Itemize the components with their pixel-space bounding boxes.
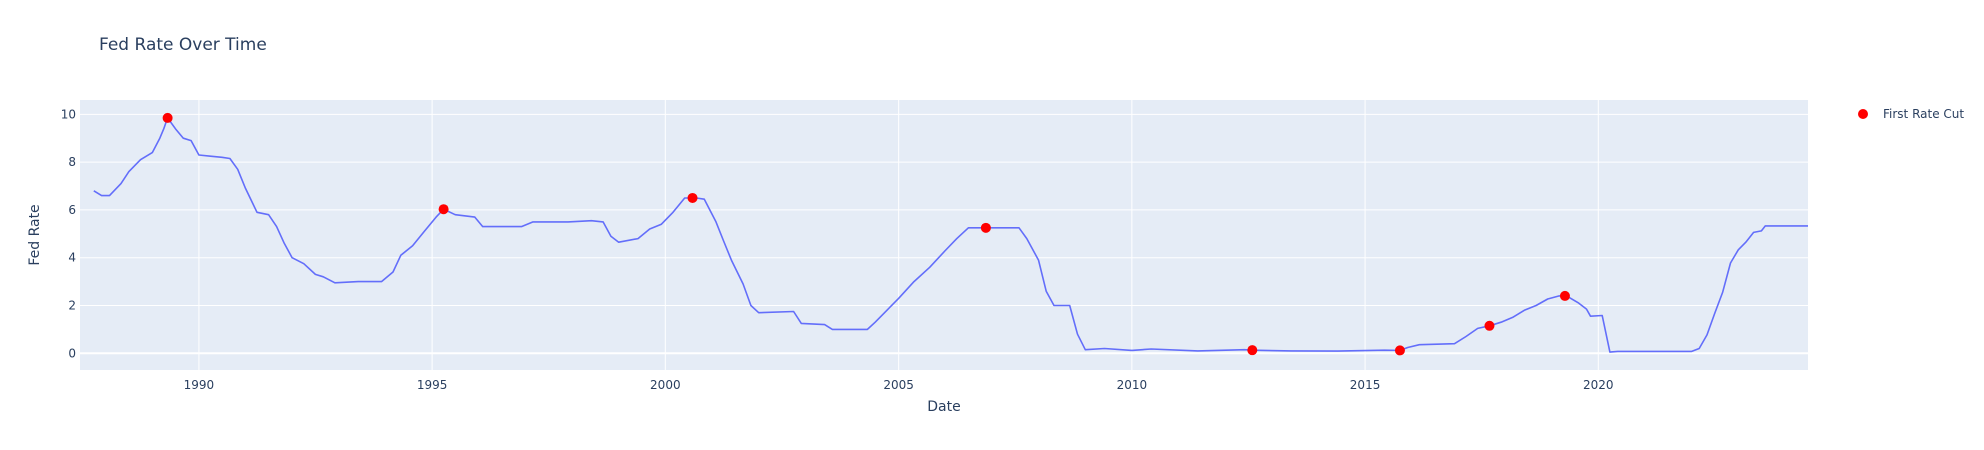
y-tick-label: 8: [68, 155, 76, 169]
y-tick-label: 4: [68, 251, 76, 265]
plot-area: [80, 100, 1808, 370]
x-tick-label: 1995: [417, 378, 448, 392]
y-tick-label: 6: [68, 203, 76, 217]
legend-label-first-rate-cut: First Rate Cut: [1883, 107, 1964, 121]
x-tick-label: 2015: [1350, 378, 1381, 392]
x-tick-label: 2000: [650, 378, 681, 392]
y-tick-label: 2: [68, 298, 76, 312]
y-tick-label: 0: [68, 346, 76, 360]
first-rate-cut-marker[interactable]: [162, 112, 173, 123]
first-rate-cut-markers: [162, 112, 1570, 356]
y-tick-label: 10: [61, 107, 76, 121]
first-rate-cut-marker[interactable]: [1394, 345, 1405, 356]
first-rate-cut-marker[interactable]: [1559, 290, 1570, 301]
legend-marker-first-rate-cut: [1858, 109, 1868, 119]
legend[interactable]: First Rate Cut: [1858, 107, 1964, 121]
x-tick-label: 2005: [883, 378, 914, 392]
first-rate-cut-marker[interactable]: [1247, 345, 1258, 356]
chart-title: Fed Rate Over Time: [99, 35, 267, 55]
x-axis-ticks: 1990 1995 2000 2005 2010 2015 2020: [184, 378, 1614, 392]
x-tick-label: 1990: [184, 378, 215, 392]
x-tick-label: 2020: [1583, 378, 1614, 392]
y-axis-title: Fed Rate: [27, 204, 43, 265]
first-rate-cut-marker[interactable]: [980, 222, 991, 233]
y-axis-ticks: 0 2 4 6 8 10: [61, 107, 76, 360]
first-rate-cut-marker[interactable]: [687, 192, 698, 203]
fed-rate-line: [93, 117, 1808, 353]
x-tick-label: 2010: [1117, 378, 1148, 392]
first-rate-cut-marker[interactable]: [438, 204, 449, 215]
x-axis-title: Date: [927, 399, 960, 415]
grid-lines: [80, 100, 1808, 370]
first-rate-cut-marker[interactable]: [1484, 320, 1495, 331]
